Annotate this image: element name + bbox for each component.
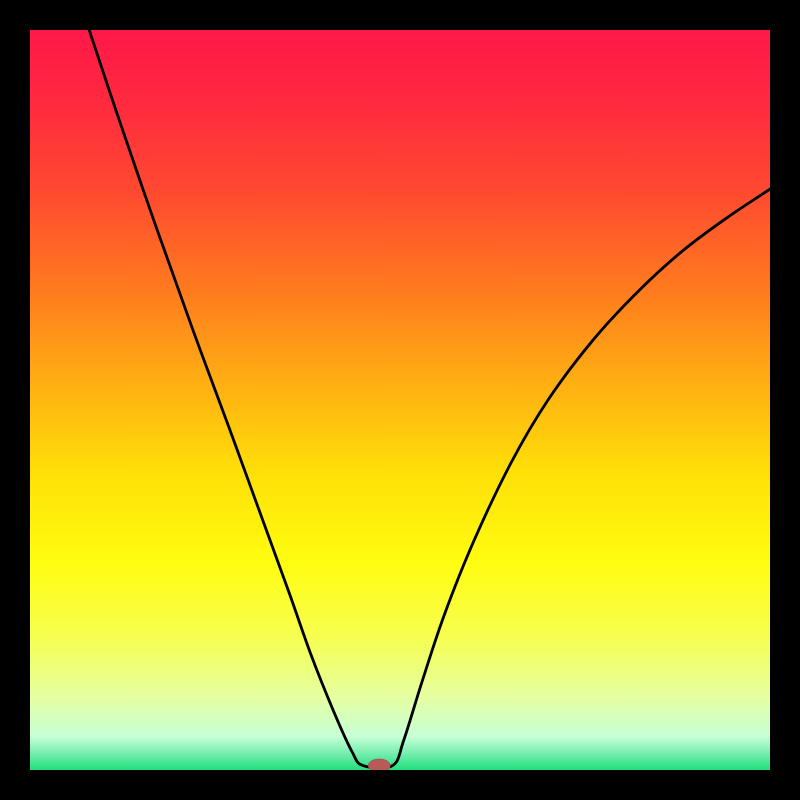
plot-gradient-background [30,30,770,770]
chart-stage: TheBottleneck.com [0,0,800,800]
bottleneck-curve-chart [0,0,800,800]
